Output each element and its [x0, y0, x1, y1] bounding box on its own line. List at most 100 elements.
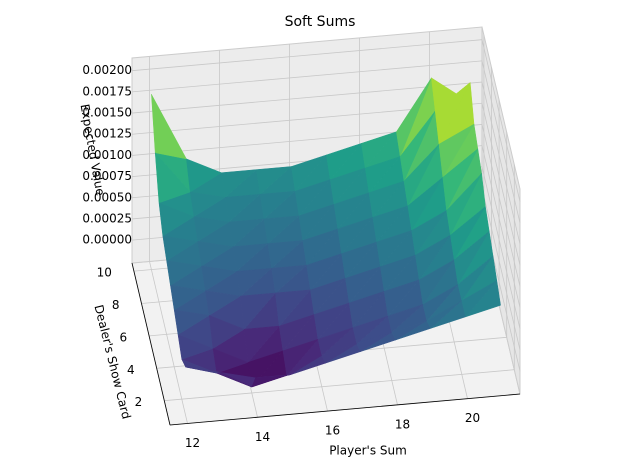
surface-facet	[240, 292, 276, 330]
surface-facet	[356, 332, 392, 352]
z-tick-label: 0.00150	[82, 106, 132, 120]
surface-facet	[208, 314, 245, 349]
grid-line	[481, 60, 521, 223]
surface-facet	[438, 123, 475, 179]
surface-facet	[267, 240, 304, 269]
surface-facet	[197, 241, 234, 267]
surface-facet	[415, 234, 451, 281]
x-axis-label: Player's Sum	[329, 444, 407, 458]
grid-line	[481, 124, 521, 287]
surface-facet	[341, 241, 378, 279]
grid-line	[131, 60, 483, 93]
surface-facet	[434, 82, 471, 146]
z-tick-label: 0.00100	[82, 148, 132, 162]
surface-facet	[158, 202, 195, 237]
surface-facet	[232, 243, 269, 272]
surface-facet	[256, 166, 293, 195]
surface-facet	[224, 193, 261, 223]
x-tick-label: 16	[325, 424, 340, 438]
axis-line	[169, 393, 521, 426]
surface-facet	[221, 169, 258, 198]
surface-facet	[278, 314, 315, 352]
surface-facet	[368, 180, 405, 218]
x-tick-label: 18	[395, 417, 410, 431]
y-tick-label: 10	[97, 266, 112, 280]
y-tick-label: 4	[127, 363, 135, 377]
surface-facet	[162, 235, 199, 262]
surface-facet	[376, 229, 413, 268]
surface-facet	[326, 142, 363, 181]
surface-facet	[333, 192, 370, 230]
grid-line	[481, 103, 521, 266]
z-tick-label: 0.00075	[82, 169, 132, 183]
y-tick-label: 8	[112, 298, 120, 312]
surface-facet	[422, 284, 459, 322]
surface-facet	[364, 155, 401, 194]
surface-facet	[271, 264, 308, 294]
surface-facet	[337, 216, 374, 255]
surface-facet	[189, 191, 226, 218]
surface-facet	[286, 355, 322, 376]
surface-facet	[215, 372, 252, 388]
surface-facet	[380, 254, 417, 292]
surface-facet	[170, 285, 207, 311]
surface-facet	[329, 167, 366, 205]
grid-line	[149, 261, 188, 424]
surface-facet	[259, 190, 296, 220]
surface-facet	[181, 358, 217, 374]
grid-line	[481, 81, 521, 245]
y-tick-label: 6	[119, 330, 127, 344]
surface-facet	[450, 206, 486, 261]
surface-facet	[352, 315, 389, 345]
grid-line	[481, 187, 521, 351]
surface-facet	[177, 334, 214, 360]
surface-facet	[391, 320, 427, 341]
surface-facet	[383, 279, 420, 317]
surface-facet	[461, 280, 497, 318]
surface-facet	[243, 325, 280, 363]
surface-facet	[387, 304, 424, 333]
surface-facet	[348, 290, 385, 329]
z-tick-label: 0.00125	[82, 127, 132, 141]
surface-facet	[453, 231, 490, 286]
surface-facet	[313, 302, 350, 340]
surface-facet	[154, 152, 191, 204]
grid-line	[131, 39, 483, 72]
surface-facet	[446, 173, 482, 236]
surface-facet	[442, 148, 479, 212]
surface-facet	[403, 143, 440, 207]
surface-facet	[236, 267, 273, 297]
z-tick-label: 0.00025	[82, 211, 132, 225]
surface-facet	[275, 289, 311, 327]
grid-line	[481, 166, 521, 329]
z-tick-label: 0.00175	[82, 84, 132, 98]
surface-facet	[310, 277, 347, 316]
surface-facet	[205, 290, 242, 316]
grid-line	[481, 145, 521, 308]
surface-facet	[166, 260, 203, 286]
chart-title: Soft Sums	[285, 14, 356, 30]
z-tick-label: 0.00000	[82, 233, 132, 247]
z-tick-label: 0.00050	[82, 190, 132, 204]
x-tick-label: 20	[465, 411, 480, 425]
grid-line	[481, 39, 521, 202]
surface-facet	[186, 158, 222, 193]
surface-facet	[291, 154, 328, 192]
surface-facet	[151, 94, 187, 160]
surface-facet	[396, 77, 432, 158]
grid-line	[164, 369, 515, 402]
surface-facet	[228, 218, 265, 248]
y-tick-label: 2	[135, 395, 143, 409]
surface-facet	[411, 210, 447, 256]
grid-line	[131, 81, 483, 114]
surface-facet	[193, 216, 230, 242]
x-tick-label: 14	[255, 430, 270, 444]
axis-line	[131, 262, 171, 426]
surface-facet	[294, 179, 331, 217]
surface-facet	[345, 266, 382, 304]
surface-facet	[372, 205, 409, 243]
z-tick-label: 0.00200	[82, 63, 132, 77]
surface-facet	[418, 259, 455, 306]
